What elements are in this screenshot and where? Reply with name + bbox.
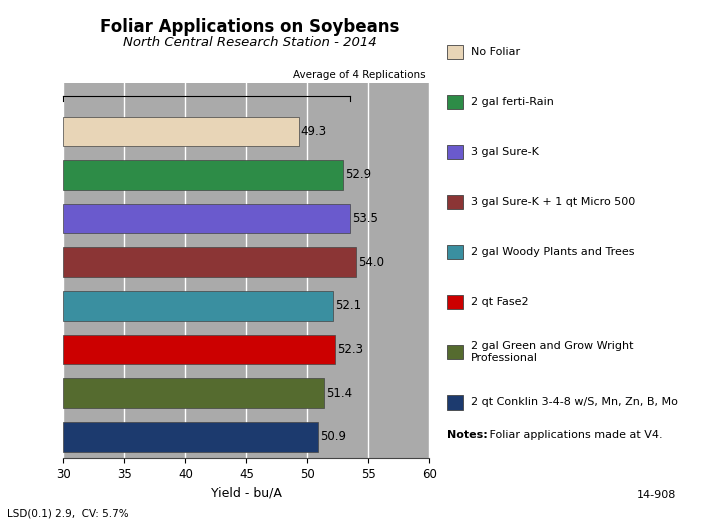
Bar [63, 378, 325, 408]
Text: 3 gal Sure-K: 3 gal Sure-K [471, 147, 539, 157]
Text: Average of 4 Replications: Average of 4 Replications [293, 70, 426, 80]
Text: 3 gal Sure-K + 1 qt Micro 500: 3 gal Sure-K + 1 qt Micro 500 [471, 197, 635, 207]
Bar [63, 422, 318, 452]
Bar [63, 204, 350, 233]
Text: 14-908: 14-908 [636, 490, 676, 500]
Text: 2 gal Woody Plants and Trees: 2 gal Woody Plants and Trees [471, 247, 634, 257]
Bar [63, 334, 336, 364]
Text: LSD(0.1) 2.9,  CV: 5.7%: LSD(0.1) 2.9, CV: 5.7% [7, 508, 129, 518]
Bar [63, 247, 356, 277]
Text: 52.1: 52.1 [335, 300, 361, 312]
Text: 51.4: 51.4 [327, 387, 353, 400]
Text: 52.9: 52.9 [345, 168, 371, 181]
Text: 2 qt Conklin 3-4-8 w/S, Mn, Zn, B, Mo: 2 qt Conklin 3-4-8 w/S, Mn, Zn, B, Mo [471, 397, 678, 407]
Text: 2 gal Green and Grow Wright
Professional: 2 gal Green and Grow Wright Professional [471, 341, 634, 363]
Bar [63, 291, 333, 320]
Text: Notes:: Notes: [447, 430, 488, 440]
Text: Foliar Applications on Soybeans: Foliar Applications on Soybeans [100, 18, 400, 36]
Text: No Foliar: No Foliar [471, 47, 520, 57]
Bar [63, 160, 343, 190]
Text: 54.0: 54.0 [358, 256, 384, 269]
Text: Foliar applications made at V4.: Foliar applications made at V4. [486, 430, 662, 440]
Text: 52.3: 52.3 [337, 343, 363, 356]
Text: 53.5: 53.5 [352, 212, 378, 225]
Text: North Central Research Station - 2014: North Central Research Station - 2014 [123, 36, 377, 49]
Text: 49.3: 49.3 [301, 125, 327, 138]
Text: 2 qt Fase2: 2 qt Fase2 [471, 297, 529, 307]
Text: 50.9: 50.9 [320, 430, 346, 443]
Text: 2 gal ferti-Rain: 2 gal ferti-Rain [471, 97, 554, 107]
Bar [63, 117, 299, 146]
X-axis label: Yield - bu/A: Yield - bu/A [211, 487, 282, 500]
